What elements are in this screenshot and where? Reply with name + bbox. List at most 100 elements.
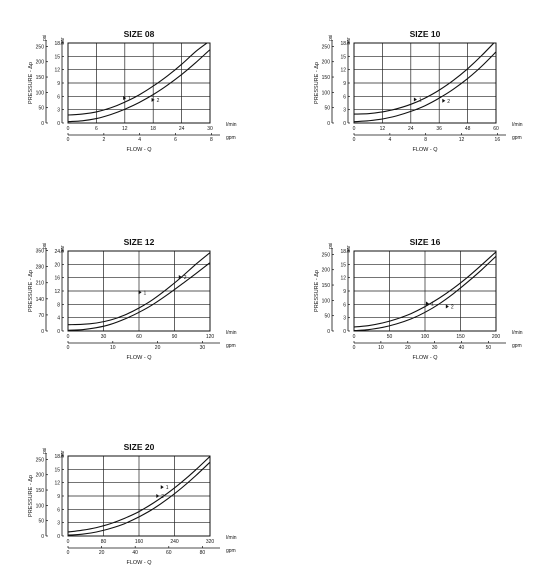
- bar-tick-label: 0: [343, 121, 346, 127]
- psi-unit-label: psi: [42, 35, 48, 41]
- gpm-tick-label: 8: [210, 137, 213, 143]
- chart-size-10: SIZE 100369121518050100150200250barpsiPR…: [314, 29, 523, 153]
- psi-tick-label: 140: [36, 297, 45, 303]
- bar-tick-label: 12: [54, 68, 60, 74]
- lmin-tick-label: 24: [179, 126, 185, 132]
- bar-tick-label: 3: [57, 108, 60, 114]
- lmin-tick-label: 60: [493, 126, 499, 132]
- bar-tick-label: 9: [343, 81, 346, 87]
- gpm-unit-label: gpm: [512, 343, 522, 349]
- series-line-1: [354, 251, 496, 328]
- lmin-tick-label: 0: [353, 126, 356, 132]
- psi-tick-label: 0: [41, 121, 44, 127]
- gpm-tick-label: 20: [99, 550, 105, 556]
- psi-tick-label: 0: [327, 329, 330, 335]
- plot-frame: [67, 250, 211, 332]
- lmin-tick-label: 120: [206, 334, 215, 340]
- psi-tick-label: 250: [36, 44, 45, 50]
- bar-tick-label: 6: [57, 507, 60, 513]
- bar-tick-label: 0: [57, 534, 60, 540]
- bar-tick-label: 9: [57, 494, 60, 500]
- psi-tick-label: 200: [36, 60, 45, 66]
- bar-tick-label: 0: [343, 329, 346, 335]
- bar-tick-label: 12: [54, 481, 60, 487]
- series-marker-1: [160, 485, 164, 490]
- psi-tick-label: 250: [322, 44, 331, 50]
- grid: [354, 43, 496, 123]
- psi-tick-label: 150: [36, 75, 45, 81]
- y-axis-title: PRESSURE - Δp: [28, 62, 34, 104]
- chart-size-16: SIZE 160369121518050100150200250barpsiPR…: [314, 237, 523, 361]
- gpm-tick-label: 4: [388, 137, 391, 143]
- bar-tick-label: 15: [54, 467, 60, 473]
- bar-tick-label: 15: [340, 262, 346, 268]
- lmin-tick-label: 60: [136, 334, 142, 340]
- gpm-tick-label: 0: [67, 550, 70, 556]
- series-marker-1: [413, 97, 417, 102]
- chart-title: SIZE 10: [410, 29, 441, 39]
- series-marker-1: [123, 96, 127, 101]
- psi-tick-label: 100: [36, 90, 45, 96]
- psi-tick-label: 280: [36, 265, 45, 271]
- gpm-tick-label: 40: [459, 345, 465, 351]
- gpm-unit-label: gpm: [226, 343, 236, 349]
- y-axis-title: PRESSURE - Δp: [28, 270, 34, 312]
- gpm-tick-label: 80: [200, 550, 206, 556]
- bar-tick-label: 15: [340, 54, 346, 60]
- bar-tick-label: 9: [343, 289, 346, 295]
- plot-frame: [67, 42, 211, 124]
- gpm-tick-label: 50: [486, 345, 492, 351]
- psi-tick-label: 200: [322, 268, 331, 274]
- gpm-unit-label: gpm: [512, 135, 522, 141]
- bar-unit-label: bar: [346, 37, 352, 45]
- psi-tick-label: 150: [322, 75, 331, 81]
- lmin-tick-label: 150: [456, 334, 465, 340]
- psi-unit-label: psi: [42, 448, 48, 454]
- psi-tick-label: 200: [36, 473, 45, 479]
- psi-tick-label: 0: [327, 121, 330, 127]
- bar-tick-label: 6: [343, 94, 346, 100]
- series-marker-2: [178, 275, 182, 279]
- y-axis-title: PRESSURE - Δp: [28, 475, 34, 517]
- lmin-tick-label: 30: [207, 126, 213, 132]
- gpm-tick-label: 2: [102, 137, 105, 143]
- bar-tick-label: 6: [343, 302, 346, 308]
- series-label-1: 1: [128, 96, 131, 102]
- bar-tick-label: 18: [340, 41, 346, 47]
- bar-unit-label: bar: [60, 450, 66, 458]
- psi-tick-label: 0: [41, 329, 44, 335]
- psi-tick-label: 150: [36, 488, 45, 494]
- series-label-1: 1: [431, 301, 434, 307]
- bar-tick-label: 20: [54, 262, 60, 268]
- chart-title: SIZE 12: [124, 237, 155, 247]
- gpm-tick-label: 8: [424, 137, 427, 143]
- series-marker-1: [138, 290, 142, 295]
- lmin-tick-label: 100: [421, 334, 430, 340]
- bar-tick-label: 3: [57, 521, 60, 527]
- series-label-2: 2: [184, 275, 187, 281]
- series-line-1: [68, 456, 210, 533]
- bar-tick-label: 6: [57, 94, 60, 100]
- gpm-tick-label: 0: [67, 137, 70, 143]
- gpm-tick-label: 60: [166, 550, 172, 556]
- psi-tick-label: 250: [36, 457, 45, 463]
- psi-tick-label: 50: [324, 314, 330, 320]
- lmin-tick-label: 50: [387, 334, 393, 340]
- lmin-tick-label: 48: [465, 126, 471, 132]
- lmin-tick-label: 12: [380, 126, 386, 132]
- psi-tick-label: 210: [36, 281, 45, 287]
- psi-unit-label: psi: [328, 243, 334, 249]
- grid: [68, 43, 210, 123]
- y-axis-title: PRESSURE - Δp: [314, 270, 320, 312]
- chart-title: SIZE 08: [124, 29, 155, 39]
- psi-unit-label: psi: [328, 35, 334, 41]
- x-axis-title: FLOW - Q: [126, 560, 152, 566]
- psi-tick-label: 70: [38, 313, 44, 319]
- bar-tick-label: 12: [54, 289, 60, 295]
- grid: [68, 251, 210, 331]
- x-axis-title: FLOW - Q: [412, 355, 438, 361]
- bar-tick-label: 15: [54, 54, 60, 60]
- gpm-tick-label: 40: [132, 550, 138, 556]
- gpm-tick-label: 4: [138, 137, 141, 143]
